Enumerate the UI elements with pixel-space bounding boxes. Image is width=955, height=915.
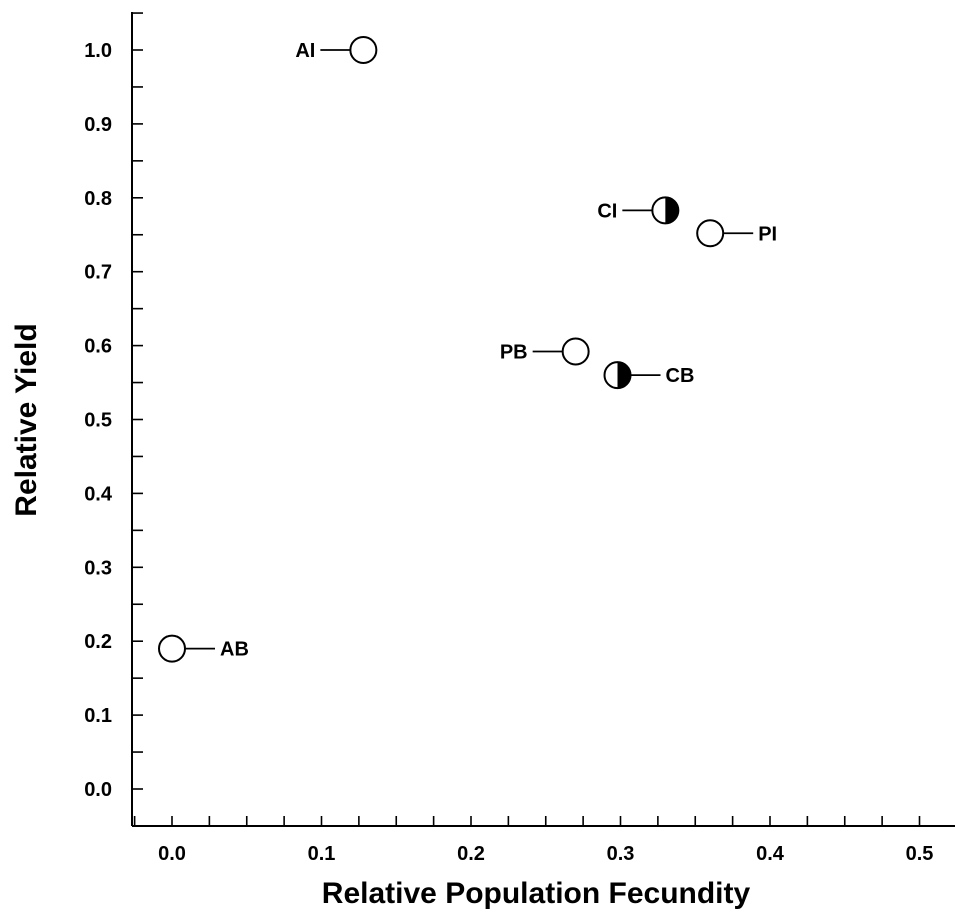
data-point-pb: PB [500, 337, 590, 366]
point-label: CI [597, 200, 617, 222]
point-label: AB [220, 639, 249, 661]
x-tick-label: 0.0 [158, 843, 186, 865]
data-point-ai: AI [295, 36, 378, 64]
y-axis-ticks: 0.0 0.1 0.2 0.3 0.4 0.5 0.6 0.7 0.8 0.9 1.0 [84, 12, 143, 827]
y-tick-label: 0.6 [84, 336, 112, 358]
x-tick-label: 0.4 [756, 843, 785, 865]
y-tick-label: 0.8 [84, 188, 112, 210]
x-tick-label: 0.2 [457, 843, 485, 865]
point-label: AI [295, 40, 315, 62]
x-axis-title: Relative Population Fecundity [322, 877, 751, 910]
y-axis-title: Relative Yield [10, 323, 43, 516]
y-tick-label: 0.0 [84, 779, 112, 801]
data-point-ci: CI [597, 196, 680, 225]
data-point-ab: AB [158, 634, 249, 663]
y-tick-label: 1.0 [84, 40, 112, 62]
data-points: AI CI PI PB CB AB [158, 36, 777, 663]
open-circle-marker [158, 634, 186, 663]
half-filled-marker [617, 362, 631, 389]
open-circle-marker [696, 219, 725, 248]
y-tick-label: 0.9 [84, 114, 112, 136]
axes [131, 12, 955, 827]
x-tick-label: 0.3 [607, 843, 635, 865]
y-tick-label: 0.7 [84, 262, 112, 284]
data-point-cb: CB [603, 361, 695, 390]
open-circle-marker [561, 337, 590, 366]
y-tick-label: 0.1 [84, 705, 112, 727]
open-circle-marker [349, 36, 378, 64]
y-tick-label: 0.3 [84, 557, 112, 579]
point-label: PI [758, 223, 777, 245]
x-axis-ticks: 0.0 0.1 0.2 0.3 0.4 0.5 [133, 816, 934, 865]
point-label: CB [666, 365, 695, 387]
x-tick-label: 0.5 [906, 843, 934, 865]
half-filled-marker [665, 197, 679, 224]
y-tick-label: 0.4 [84, 483, 113, 505]
y-tick-label: 0.2 [84, 631, 112, 653]
x-tick-label: 0.1 [308, 843, 336, 865]
y-tick-label: 0.5 [84, 410, 112, 432]
data-point-pi: PI [696, 219, 777, 248]
point-label: PB [500, 342, 528, 364]
